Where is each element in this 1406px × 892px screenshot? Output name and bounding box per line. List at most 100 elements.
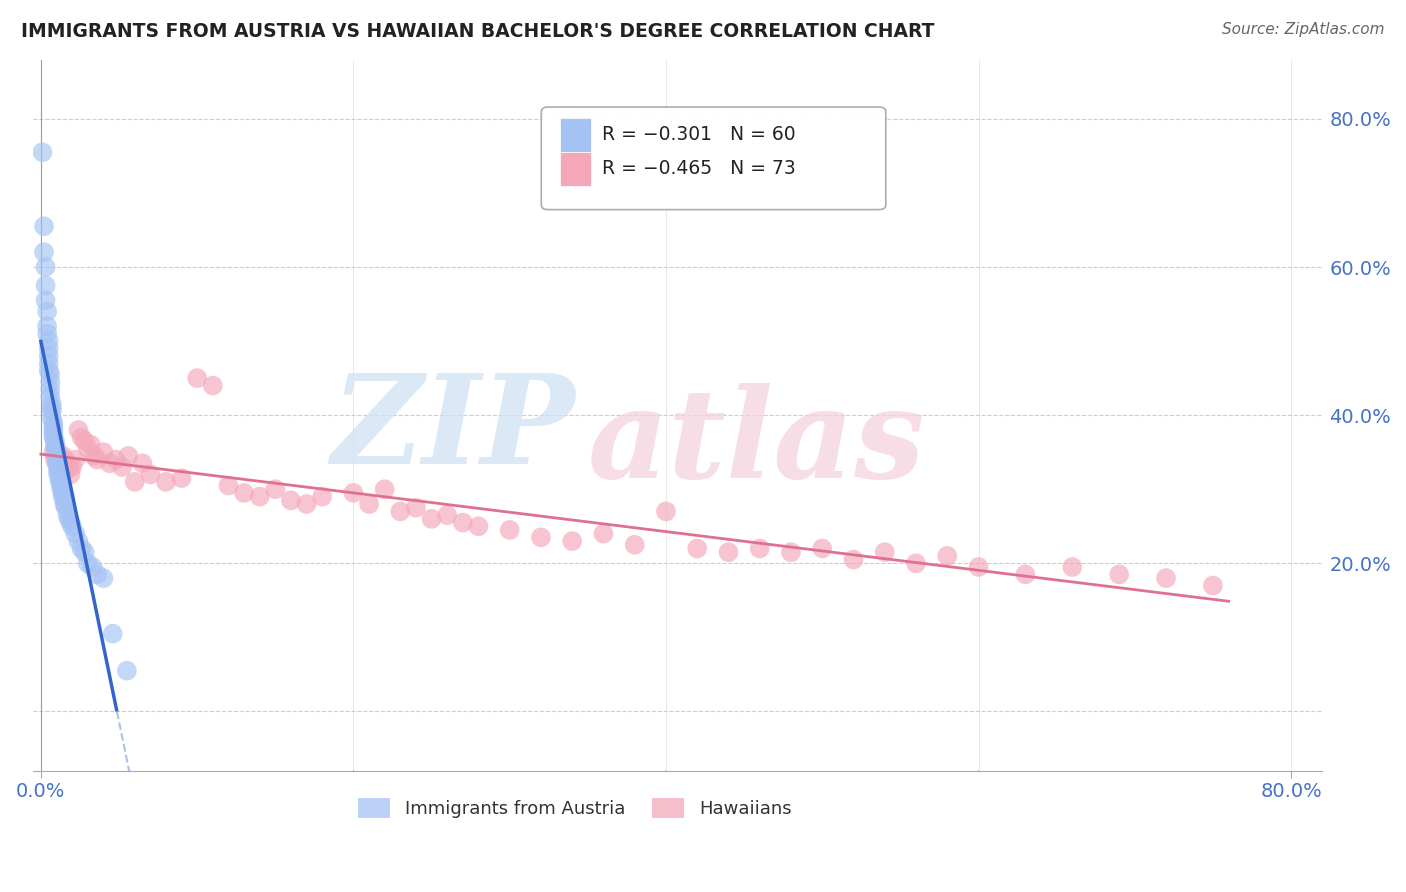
Point (32, 245, 55, 260)
Point (86, 567, 108, 582)
Point (67, 423, 90, 437)
Point (46, 467, 69, 482)
Point (311, 490, 333, 504)
Text: Source: ZipAtlas.com: Source: ZipAtlas.com (1222, 22, 1385, 37)
Point (39, 390, 62, 404)
Point (530, 530, 553, 544)
Point (111, 460, 134, 475)
Point (34, 293, 56, 308)
Point (39, 375, 62, 389)
Point (131, 456, 153, 470)
Point (42, 426, 65, 441)
Point (37, 319, 59, 334)
Point (52, 486, 75, 500)
Point (44, 452, 66, 467)
Point (717, 545, 740, 559)
Point (56, 456, 79, 470)
Point (46, 449, 69, 463)
Point (374, 482, 396, 496)
Point (55, 464, 77, 478)
Point (42, 416, 65, 430)
Point (93, 571, 115, 585)
Point (155, 475, 177, 489)
Point (76, 556, 98, 570)
Point (1154, 571, 1177, 585)
Point (48, 460, 70, 475)
Point (499, 523, 522, 537)
Point (73, 545, 96, 559)
Point (45, 456, 67, 470)
Point (46, 460, 69, 475)
Point (70, 541, 93, 556)
Point (76, 442, 98, 456)
Point (124, 475, 146, 489)
Point (39, 382, 62, 396)
Point (82, 560, 104, 574)
Text: IMMIGRANTS FROM AUSTRIA VS HAWAIIAN BACHELOR'S DEGREE CORRELATION CHART: IMMIGRANTS FROM AUSTRIA VS HAWAIIAN BACH… (21, 22, 935, 41)
Point (41, 412, 63, 426)
Point (873, 545, 896, 559)
Point (592, 526, 614, 541)
Point (37, 326, 59, 341)
Point (48, 452, 70, 467)
Point (65, 452, 87, 467)
Point (98, 456, 121, 470)
Point (967, 560, 990, 574)
Point (561, 534, 583, 549)
Point (842, 552, 865, 566)
Point (53, 460, 76, 475)
Point (186, 371, 208, 385)
Point (38, 364, 60, 378)
Point (436, 508, 458, 523)
Point (67, 534, 90, 549)
Point (48, 475, 70, 489)
Point (45, 442, 67, 456)
Point (41, 401, 63, 415)
Point (42, 445, 65, 459)
Text: R = −0.301   N = 60: R = −0.301 N = 60 (602, 125, 796, 145)
Point (389, 504, 412, 518)
Point (58, 512, 80, 526)
Point (93, 445, 115, 459)
Point (42, 419, 65, 434)
Point (170, 471, 193, 485)
Point (56, 508, 79, 523)
Point (280, 493, 302, 508)
Point (1108, 567, 1130, 582)
Point (264, 482, 287, 496)
Point (39, 368, 62, 382)
Point (748, 541, 770, 556)
Point (42, 430, 65, 444)
Point (51, 478, 73, 492)
Point (44, 438, 66, 452)
Point (101, 626, 124, 640)
Point (80, 438, 103, 452)
Point (55, 500, 77, 515)
Point (44, 442, 66, 456)
Point (623, 538, 645, 552)
Point (38, 349, 60, 363)
Point (65, 526, 87, 541)
Point (34, 260, 56, 274)
Point (48, 471, 70, 485)
Point (53, 497, 76, 511)
Point (51, 456, 73, 470)
Point (217, 478, 239, 492)
Point (83, 449, 105, 463)
Text: ZIP: ZIP (330, 368, 575, 490)
Point (45, 449, 67, 463)
Point (1062, 560, 1084, 574)
Point (42, 423, 65, 437)
Point (1014, 567, 1036, 582)
Point (38, 356, 60, 370)
Text: R = −0.465   N = 73: R = −0.465 N = 73 (602, 159, 796, 178)
Legend: Immigrants from Austria, Hawaiians: Immigrants from Austria, Hawaiians (350, 790, 799, 826)
Point (44, 434, 66, 448)
Point (53, 493, 76, 508)
Point (38, 342, 60, 356)
Point (41, 397, 63, 411)
Point (38, 334, 60, 348)
Point (51, 482, 73, 496)
Point (60, 519, 83, 533)
Point (451, 516, 474, 530)
